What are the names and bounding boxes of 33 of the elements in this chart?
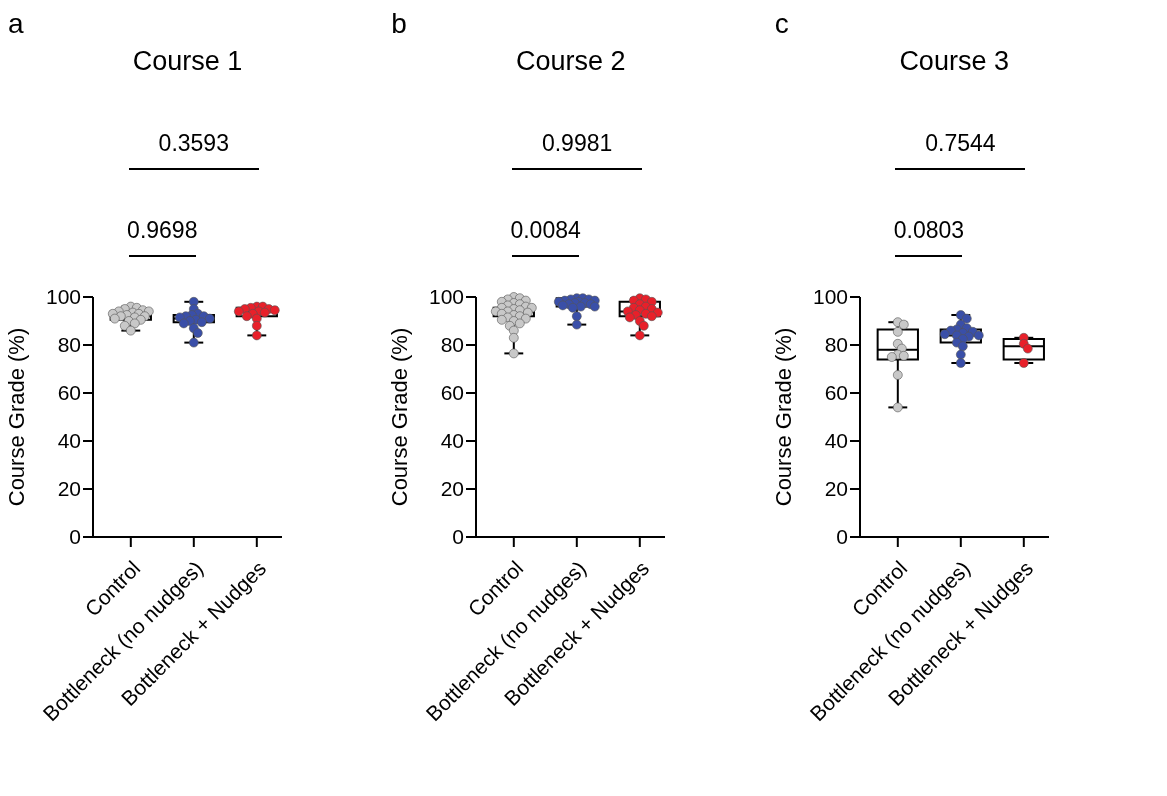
text: a [8, 8, 24, 40]
y-tick-label: 80 [440, 333, 465, 357]
y-tick-label: 100 [429, 285, 465, 309]
text: 0.9981 [540, 130, 614, 157]
y-tick-label: 0 [835, 525, 848, 549]
text: 0.9698 [126, 217, 199, 244]
text: b [391, 8, 407, 40]
y-tick-label: 40 [440, 429, 465, 453]
y-tick-label: 20 [824, 477, 848, 501]
chart-title: Course 2 [515, 46, 627, 77]
text: 0.0084 [509, 217, 582, 244]
chart-title: Course 3 [898, 46, 1010, 77]
y-tick-label: 40 [57, 429, 81, 453]
text: 0.3593 [157, 130, 230, 157]
y-axis-title: Course Grade (%) [770, 327, 796, 507]
text: 0.7544 [924, 130, 997, 157]
text: 0.0803 [892, 217, 966, 244]
y-axis-title: Course Grade (%) [3, 327, 29, 507]
y-tick-label: 20 [440, 477, 465, 501]
y-tick-label: 60 [440, 381, 465, 405]
y-tick-label: 20 [57, 477, 81, 501]
y-tick-label: 100 [812, 285, 848, 309]
y-tick-label: 80 [57, 333, 81, 357]
y-tick-label: 40 [824, 429, 848, 453]
text: c [774, 8, 789, 40]
y-tick-label: 60 [824, 381, 848, 405]
y-tick-label: 100 [45, 285, 81, 309]
y-tick-label: 60 [57, 381, 81, 405]
y-tick-label: 0 [452, 525, 465, 549]
y-tick-label: 0 [69, 525, 81, 549]
y-tick-label: 80 [824, 333, 848, 357]
y-axis-title: Course Grade (%) [387, 327, 413, 507]
chart-title: Course 1 [131, 46, 244, 77]
